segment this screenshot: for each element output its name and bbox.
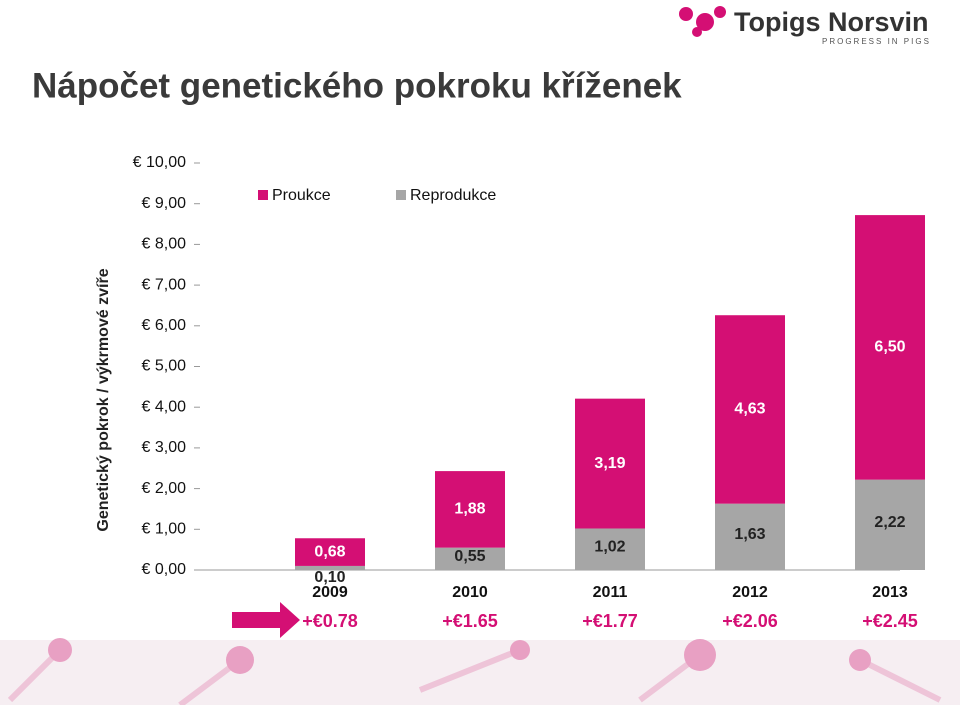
- decoration-dot: [510, 640, 530, 660]
- decoration-line: [418, 647, 522, 693]
- x-tick-label: 2010: [452, 584, 488, 601]
- decoration-dot: [226, 646, 254, 674]
- logo: Topigs Norsvin PROGRESS IN PIGS: [679, 6, 931, 46]
- arrow: [232, 602, 300, 638]
- value-label: 0,68: [314, 543, 345, 560]
- y-tick-label: € 0,00: [142, 561, 187, 578]
- bar-segment: [715, 503, 785, 570]
- value-label: 1,63: [734, 526, 765, 543]
- x-tick-label: 2011: [593, 584, 628, 601]
- y-tick-label: € 2,00: [142, 480, 187, 497]
- annotation: +€2.06: [722, 611, 778, 631]
- y-tick-label: € 10,00: [133, 154, 186, 171]
- legend-swatch: [396, 190, 406, 200]
- bar-segment: [575, 398, 645, 529]
- x-tick-label: 2013: [872, 584, 908, 601]
- decoration-dot: [849, 649, 871, 671]
- value-label: 3,19: [594, 455, 625, 472]
- y-tick-label: € 8,00: [142, 236, 187, 253]
- bar-segment: [435, 471, 505, 548]
- value-label: 0,10: [314, 569, 345, 586]
- bar-segment: [295, 538, 365, 566]
- bar-segment: [575, 528, 645, 570]
- legend-label: Reprodukce: [410, 187, 496, 204]
- y-tick-label: € 5,00: [142, 358, 187, 375]
- x-tick-label: 2009: [312, 584, 348, 601]
- bar-segment: [295, 565, 365, 570]
- value-label: 4,63: [734, 401, 765, 418]
- y-tick-label: € 3,00: [142, 439, 187, 456]
- y-axis-title: Genetický pokrok / výkrmové zvíře: [95, 268, 112, 531]
- value-label: 2,22: [874, 514, 905, 531]
- y-tick-label: € 4,00: [142, 398, 187, 415]
- logo-dot: [714, 6, 726, 18]
- value-label: 0,55: [454, 548, 485, 565]
- value-label: 6,50: [874, 339, 905, 356]
- decoration-line: [858, 657, 942, 703]
- decoration-dot: [684, 639, 716, 671]
- annotation: +€0.78: [302, 611, 358, 631]
- logo-dot: [696, 13, 714, 31]
- logo-name: Topigs Norsvin: [734, 7, 929, 37]
- bar-segment: [435, 547, 505, 570]
- logo-tagline: PROGRESS IN PIGS: [822, 37, 931, 46]
- y-tick-label: € 7,00: [142, 276, 187, 293]
- x-tick-label: 2012: [732, 584, 768, 601]
- bar-segment: [855, 479, 925, 570]
- logo-dot: [692, 27, 702, 37]
- logo-dot: [679, 7, 693, 21]
- bar-segment: [855, 215, 925, 480]
- annotation: +€1.77: [582, 611, 638, 631]
- value-label: 1,88: [454, 501, 485, 518]
- legend-swatch: [258, 190, 268, 200]
- y-tick-label: € 6,00: [142, 317, 187, 334]
- slide-title: Nápočet genetického pokroku kříženek: [32, 66, 682, 105]
- annotation: +€2.45: [862, 611, 918, 631]
- bar-segment: [715, 315, 785, 504]
- decoration: [0, 638, 960, 705]
- legend-label: Proukce: [272, 187, 331, 204]
- y-tick-label: € 1,00: [142, 521, 187, 538]
- annotation: +€1.65: [442, 611, 498, 631]
- decoration-dot: [48, 638, 72, 662]
- value-label: 1,02: [594, 538, 625, 555]
- decoration-band: [0, 640, 960, 705]
- y-tick-label: € 9,00: [142, 195, 187, 212]
